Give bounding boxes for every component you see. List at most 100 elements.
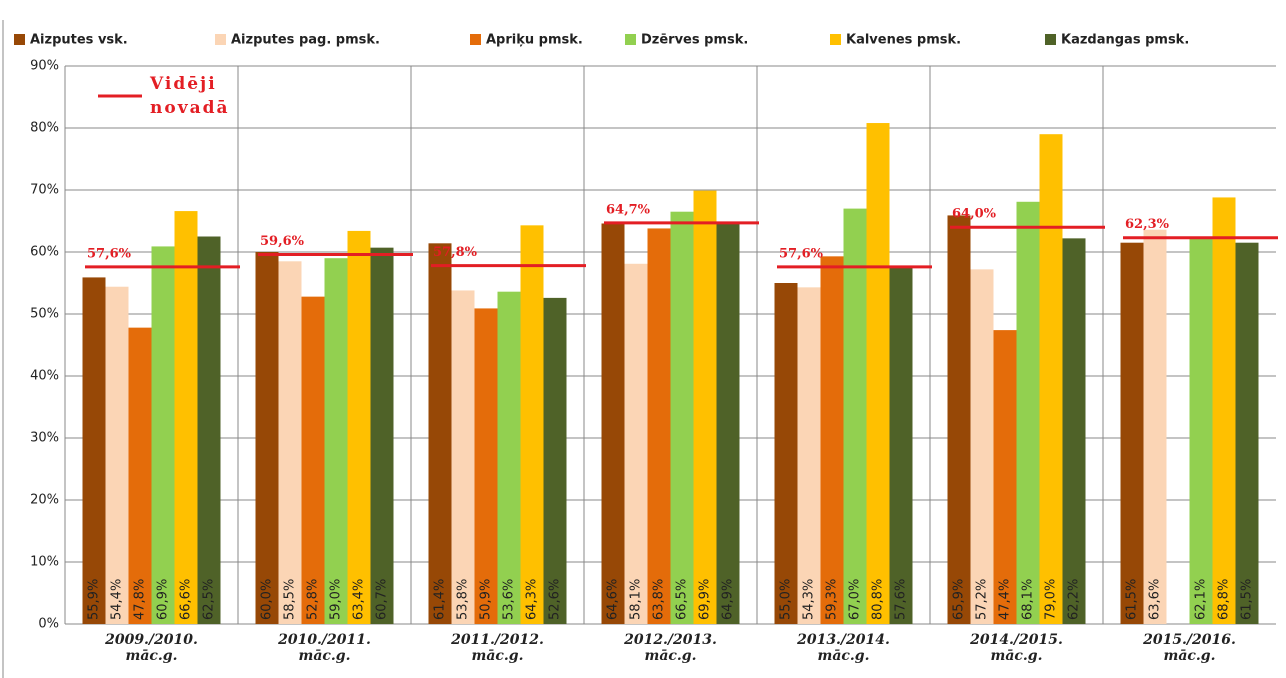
bar	[1016, 201, 1040, 624]
value-label: 53,6%	[502, 579, 517, 620]
value-label: 80,8%	[871, 579, 886, 620]
value-label: 55,9%	[87, 579, 102, 620]
x-tick-label: 2012./2013. māc.g.	[624, 632, 717, 664]
value-label: 61,5%	[1125, 579, 1140, 620]
value-label: 64,9%	[721, 579, 736, 620]
bar	[601, 223, 625, 625]
value-label: 68,8%	[1217, 579, 1232, 620]
y-tick-label: 70%	[30, 183, 59, 198]
bar	[451, 290, 475, 624]
value-label: 60,7%	[375, 579, 390, 620]
y-tick-label: 50%	[30, 307, 59, 322]
bar	[174, 211, 198, 624]
bar	[105, 286, 129, 624]
legend-label: Aizputes vsk.	[30, 33, 128, 48]
bar	[82, 277, 106, 624]
bar	[866, 123, 890, 624]
bar	[716, 221, 740, 624]
legend-swatch	[1045, 34, 1056, 45]
bar	[497, 291, 521, 624]
bar	[624, 263, 648, 624]
bar	[278, 261, 302, 624]
value-label: 64,6%	[606, 579, 621, 620]
bar	[1143, 229, 1167, 624]
legend-swatch	[625, 34, 636, 45]
value-label: 54,4%	[110, 579, 125, 620]
y-tick-label: 80%	[30, 121, 59, 136]
y-tick-label: 0%	[38, 617, 59, 632]
value-label: 52,6%	[548, 579, 563, 620]
y-tick-label: 40%	[30, 369, 59, 384]
value-label: 66,5%	[675, 579, 690, 620]
legend-label: Kazdangas pmsk.	[1061, 33, 1189, 48]
x-tick-label: 2013./2014. māc.g.	[797, 632, 890, 664]
x-tick-label: 2010./2011. māc.g.	[278, 632, 371, 664]
bar	[820, 256, 844, 624]
value-label: 63,4%	[352, 579, 367, 620]
value-label: 60,0%	[260, 579, 275, 620]
value-label: 62,1%	[1194, 579, 1209, 620]
value-label: 55,0%	[779, 579, 794, 620]
value-label: 57,6%	[894, 579, 909, 620]
bar	[797, 287, 821, 624]
value-label: 47,8%	[133, 579, 148, 620]
value-label: 60,9%	[156, 579, 171, 620]
value-label: 65,9%	[952, 579, 967, 620]
legend-label: Aizputes pag. pmsk.	[231, 33, 380, 48]
bar	[347, 230, 371, 625]
bar	[843, 208, 867, 624]
average-label: 64,7%	[606, 202, 651, 217]
bar	[993, 330, 1017, 624]
bar	[670, 211, 694, 624]
average-label: 57,8%	[433, 245, 478, 260]
value-label: 59,3%	[825, 579, 840, 620]
value-label: 79,0%	[1044, 579, 1059, 620]
bar	[647, 228, 671, 624]
bar	[197, 236, 221, 624]
value-label: 61,4%	[433, 579, 448, 620]
value-label: 63,8%	[652, 579, 667, 620]
x-tick-label: 2009./2010. māc.g.	[105, 632, 198, 664]
x-tick-label: 2014./2015. māc.g.	[970, 632, 1063, 664]
bar	[255, 252, 279, 624]
bar	[1062, 238, 1086, 625]
value-label: 69,9%	[698, 579, 713, 620]
legend-swatch	[14, 34, 25, 45]
bar	[543, 297, 567, 624]
y-tick-label: 20%	[30, 493, 59, 508]
value-label: 68,1%	[1021, 579, 1036, 620]
value-label: 59,0%	[329, 579, 344, 620]
bar	[428, 243, 452, 624]
average-label: 64,0%	[952, 207, 997, 222]
value-label: 52,8%	[306, 579, 321, 620]
bar	[889, 266, 913, 624]
bar	[774, 283, 798, 624]
value-label: 61,5%	[1240, 579, 1255, 620]
average-label: 62,3%	[1125, 217, 1170, 232]
legend-swatch	[470, 34, 481, 45]
bar	[1039, 134, 1063, 624]
value-label: 62,5%	[202, 579, 217, 620]
value-label: 54,3%	[802, 579, 817, 620]
bar	[324, 258, 348, 624]
bar	[970, 269, 994, 624]
bar	[1235, 242, 1259, 624]
bar	[1189, 238, 1213, 625]
y-tick-label: 90%	[30, 59, 59, 74]
value-label: 67,0%	[848, 579, 863, 620]
bar	[947, 215, 971, 625]
average-label: 57,6%	[779, 246, 824, 261]
value-label: 57,2%	[975, 579, 990, 620]
average-label: 59,6%	[260, 234, 305, 249]
bar	[520, 225, 544, 624]
value-label: 58,1%	[629, 579, 644, 620]
value-label: 53,8%	[456, 579, 471, 620]
bar	[474, 308, 498, 624]
x-tick-label: 2015./2016. māc.g.	[1143, 632, 1236, 664]
bar	[1120, 242, 1144, 624]
bar	[1212, 197, 1236, 624]
legend-swatch	[830, 34, 841, 45]
value-label: 62,2%	[1067, 579, 1082, 620]
